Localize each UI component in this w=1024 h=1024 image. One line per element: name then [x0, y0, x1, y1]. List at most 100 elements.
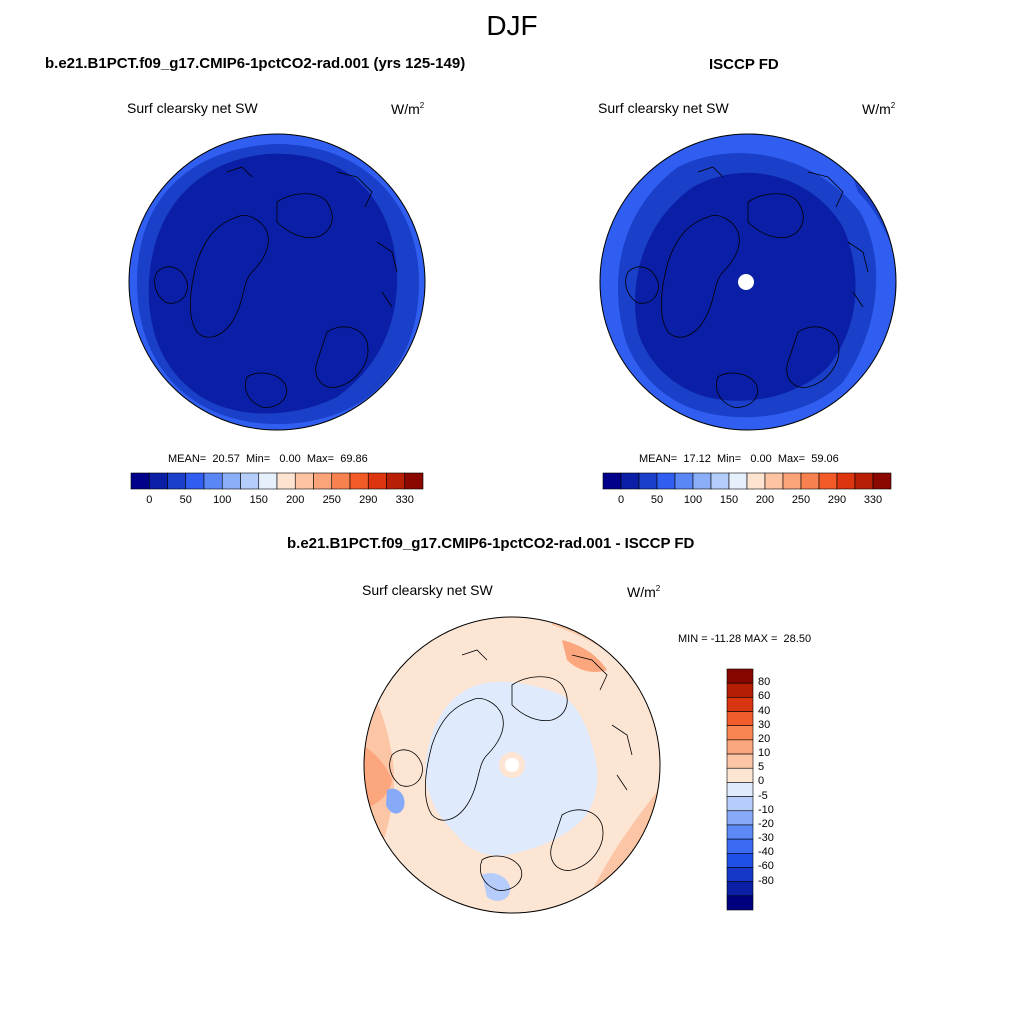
diff-colorbar-box — [726, 767, 754, 783]
obs-colorbar-box — [746, 472, 766, 490]
diff-warm-left-strong — [364, 745, 392, 810]
diff-panel-title: b.e21.B1PCT.f09_g17.CMIP6-1pctCO2-rad.00… — [287, 535, 695, 552]
diff-colorbar-box — [726, 796, 754, 812]
diff-variable-label: Surf clearsky net SW — [362, 582, 493, 598]
obs-colorbar-tick-label: 290 — [827, 494, 847, 506]
model-colorbar-box — [313, 472, 333, 490]
obs-colorbar-box — [638, 472, 658, 490]
diff-coast-lines — [389, 649, 633, 891]
diff-colorbar-tick-label: -5 — [758, 789, 768, 802]
obs-colorbar-box — [620, 472, 640, 490]
obs-map-border — [599, 133, 897, 431]
model-colorbar-tick-label: 200 — [286, 494, 305, 506]
obs-colorbar — [602, 472, 892, 490]
diff-colorbar-box — [726, 739, 754, 755]
model-inner-band — [148, 153, 398, 414]
diff-colorbar-box — [726, 810, 754, 826]
diff-colorbar-box — [726, 711, 754, 727]
model-colorbar-box — [240, 472, 260, 490]
obs-coast-lines — [625, 166, 869, 408]
obs-colorbar-tick-label: 250 — [791, 494, 811, 506]
diff-map-border — [363, 616, 661, 914]
model-colorbar-tick-label: 250 — [322, 494, 341, 506]
obs-colorbar-tick-label: 200 — [755, 494, 775, 506]
diff-units-label: W/m2 — [627, 584, 661, 600]
model-map-border — [128, 133, 426, 431]
diff-colorbar-tick-label: -40 — [758, 846, 774, 859]
obs-colorbar-box — [854, 472, 874, 490]
obs-units-label: W/m2 — [862, 101, 896, 117]
diff-colorbar — [726, 668, 754, 911]
diff-colorbar-tick-label: 30 — [758, 718, 771, 731]
model-panel-title: b.e21.B1PCT.f09_g17.CMIP6-1pctCO2-rad.00… — [45, 55, 466, 72]
obs-colorbar-tick-label: 100 — [683, 494, 703, 506]
diff-stats: MIN = -11.28 MAX = 28.50 — [678, 633, 812, 645]
diff-polar-map — [363, 616, 661, 914]
obs-colorbar-tick-label: 50 — [650, 494, 664, 506]
obs-colorbar-labels: 0 50 100 150 200 250 290 330 — [603, 494, 891, 508]
model-colorbar-box — [386, 472, 406, 490]
diff-colorbar-box — [726, 895, 754, 911]
model-units-label: W/m2 — [391, 101, 425, 117]
model-colorbar-tick-label: 330 — [395, 494, 414, 506]
diff-colorbar-box — [726, 668, 754, 684]
diff-colorbar-tick-label: 40 — [758, 704, 771, 717]
obs-colorbar-box — [656, 472, 676, 490]
diff-colorbar-box — [726, 697, 754, 712]
diff-colorbar-tick-label: 5 — [758, 761, 765, 774]
model-colorbar-box — [276, 472, 296, 490]
model-colorbar-tick-label: 290 — [359, 494, 378, 506]
obs-polar-map — [599, 133, 897, 431]
diff-colorbar-box — [726, 852, 754, 868]
obs-colorbar-box — [728, 472, 748, 490]
diff-cool-bottom-patch — [482, 873, 511, 901]
diff-colorbar-box — [726, 782, 754, 797]
model-coast-lines — [154, 166, 398, 408]
model-colorbar-box — [349, 472, 369, 490]
model-colorbar-box — [185, 472, 205, 490]
diff-colorbar-box — [726, 682, 754, 698]
diff-colorbar-box — [726, 881, 754, 897]
model-colorbar-box — [258, 472, 278, 490]
diff-colorbar-tick-label: -80 — [758, 874, 774, 887]
obs-stats: MEAN= 17.12 Min= 0.00 Max= 59.06 — [639, 453, 839, 465]
season-title: DJF — [486, 10, 538, 41]
diff-colorbar-tick-label: -20 — [758, 817, 774, 830]
model-colorbar-box — [404, 472, 424, 490]
model-colorbar-tick-label: 50 — [179, 494, 192, 506]
diff-colorbar-tick-label: 10 — [758, 747, 771, 760]
model-colorbar — [130, 472, 424, 490]
obs-colorbar-box — [800, 472, 820, 490]
model-colorbar-box — [221, 472, 241, 490]
model-colorbar-labels: 0 50 100 150 200 250 290 330 — [131, 494, 423, 508]
model-colorbar-tick-label: 100 — [213, 494, 232, 506]
obs-colorbar-box — [692, 472, 712, 490]
diff-colorbar-tick-label: 80 — [758, 676, 771, 689]
diff-colorbar-box — [726, 838, 754, 854]
obs-variable-label: Surf clearsky net SW — [598, 100, 729, 116]
model-polar-map — [128, 133, 426, 431]
model-colorbar-tick-label: 150 — [249, 494, 268, 506]
model-colorbar-box — [294, 472, 314, 490]
model-colorbar-box — [203, 472, 223, 490]
diff-colorbar-tick-label: -10 — [758, 803, 774, 816]
diff-pole-hole — [505, 758, 519, 772]
obs-pole-hole — [738, 274, 754, 290]
diff-colorbar-box — [726, 867, 754, 882]
obs-colorbar-box — [602, 472, 622, 490]
diff-colorbar-tick-label: 0 — [758, 775, 765, 788]
obs-panel-title: ISCCP FD — [709, 56, 779, 73]
obs-colorbar-box — [782, 472, 802, 490]
model-colorbar-box — [130, 472, 150, 490]
diff-colorbar-tick-label: -30 — [758, 832, 774, 845]
model-stats: MEAN= 20.57 Min= 0.00 Max= 69.86 — [168, 453, 368, 465]
model-variable-label: Surf clearsky net SW — [127, 100, 258, 116]
diff-colorbar-tick-label: -60 — [758, 860, 774, 873]
model-colorbar-box — [148, 472, 168, 490]
model-colorbar-box — [167, 472, 187, 490]
obs-colorbar-tick-label: 0 — [617, 494, 625, 506]
obs-colorbar-box — [872, 472, 892, 490]
model-colorbar-box — [367, 472, 387, 490]
obs-colorbar-box — [674, 472, 694, 490]
obs-colorbar-tick-label: 330 — [863, 494, 883, 506]
